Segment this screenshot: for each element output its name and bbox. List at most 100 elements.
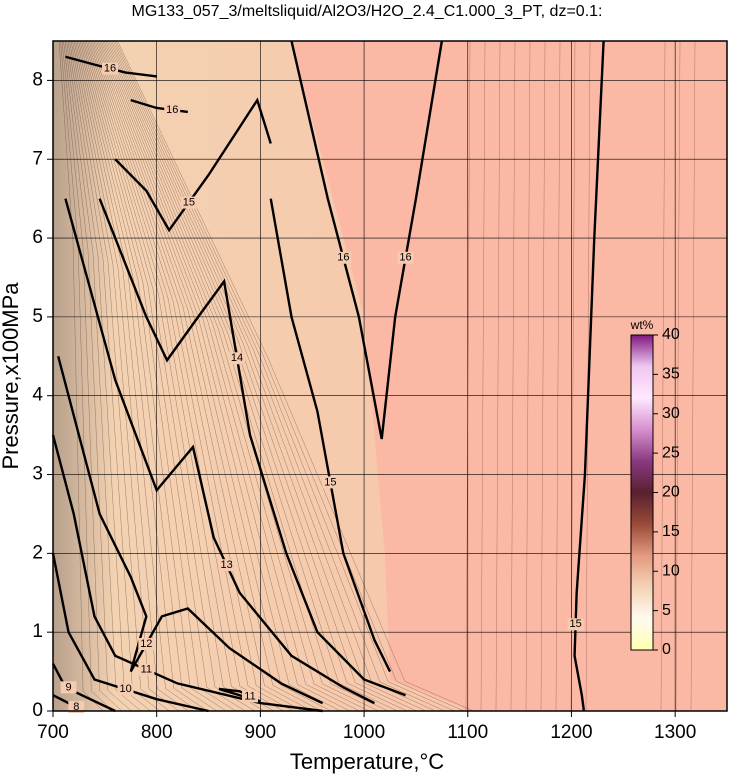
thin-contour (75, 40, 208, 712)
thin-contour (525, 40, 531, 712)
thin-contour (480, 40, 486, 712)
contour-line (64, 198, 375, 705)
thin-contour (81, 40, 246, 712)
contour-label-bg (138, 638, 155, 650)
contour-label: 11 (141, 664, 152, 676)
colorbar-tick-label: 30 (662, 405, 680, 422)
contour-line (51, 553, 209, 713)
y-tick-label: 5 (32, 306, 43, 327)
y-tick-label: 1 (32, 621, 43, 642)
contour-label-bg (102, 62, 119, 75)
thin-contour (690, 40, 696, 712)
thin-contour (555, 40, 561, 712)
thin-contour (72, 40, 189, 712)
contour-label: 8 (73, 701, 79, 713)
thin-contour (100, 40, 370, 712)
thin-contour (93, 40, 322, 712)
contour-label-bg (68, 701, 85, 714)
colorbar-tick-label: 15 (662, 523, 680, 540)
thin-contour (61, 40, 123, 712)
x-tick-label: 700 (37, 722, 69, 743)
thin-contour (91, 40, 313, 712)
contour-label-bg (138, 663, 155, 676)
thin-contour (660, 40, 666, 712)
thin-contour (495, 40, 501, 712)
y-tick-label: 4 (32, 385, 43, 406)
x-tick-label: 800 (141, 722, 173, 743)
thin-contour (90, 40, 303, 712)
colorbar-tick-label: 0 (662, 641, 671, 658)
y-tick-label: 2 (32, 542, 43, 563)
contour-label-bg (242, 690, 259, 703)
thin-contour (111, 40, 436, 712)
contour-line (51, 434, 323, 713)
colorbar-tick-label: 25 (662, 444, 680, 461)
thin-contour (63, 40, 132, 712)
contour-label: 15 (183, 196, 195, 208)
y-tick-label: 7 (32, 148, 43, 169)
contour-label-bg (229, 352, 246, 365)
y-tick-label: 8 (32, 69, 43, 90)
colorbar-label: wt% (630, 318, 654, 332)
thin-contour (94, 40, 332, 712)
x-tick-label: 900 (245, 722, 277, 743)
thin-contour (540, 40, 546, 712)
y-tick-label: 0 (32, 700, 43, 721)
thin-contour (114, 40, 455, 712)
thin-contour (64, 40, 142, 712)
thin-contour (675, 40, 681, 712)
contour-label: 16 (104, 62, 116, 74)
contour-label: 9 (65, 681, 71, 693)
chart-title: MG133_057_3/meltsliquid/Al2O3/H2O_2.4_C1… (132, 3, 603, 20)
thin-contour (106, 40, 408, 712)
colorbar-tick-label: 40 (662, 326, 680, 343)
contour-label: 16 (166, 104, 178, 116)
contour-label: 12 (140, 638, 152, 650)
contour-label: 11 (244, 690, 255, 702)
contour-line (573, 40, 605, 712)
thin-contour (73, 40, 199, 712)
contour-label-bg (117, 683, 134, 696)
thin-contour (69, 40, 170, 712)
plot-frame (52, 40, 728, 712)
contour-label: 10 (119, 683, 131, 695)
y-tick-label: 3 (32, 464, 43, 485)
y-tick-label: 6 (32, 227, 43, 248)
thin-contour (99, 40, 360, 712)
contour-label: 14 (231, 352, 243, 364)
contour-label-bg (218, 559, 235, 572)
thin-contour (109, 40, 427, 712)
contour-label: 15 (324, 476, 336, 488)
thin-contour (82, 40, 256, 712)
contour-label-bg (164, 103, 181, 116)
contour-label: 16 (399, 252, 411, 264)
colorbar-tick-label: 20 (662, 484, 680, 501)
contour-label-bg (397, 251, 414, 264)
thin-contour (105, 40, 398, 712)
contour-label: 16 (337, 252, 349, 264)
thin-contour (66, 40, 151, 712)
thin-contour (96, 40, 341, 712)
colorbar (630, 334, 654, 651)
x-tick-label: 1300 (654, 722, 696, 743)
contour-label: 13 (221, 559, 233, 571)
x-tick-label: 1000 (343, 722, 385, 743)
contour-label-bg (60, 681, 77, 694)
thin-contour (108, 40, 417, 712)
contour-label: 15 (569, 618, 581, 630)
thin-contour (88, 40, 294, 712)
x-tick-label: 1100 (447, 722, 488, 743)
thin-contour (102, 40, 379, 712)
thin-contour (510, 40, 516, 712)
thin-contour (112, 40, 446, 712)
contour-label-bg (567, 618, 584, 631)
contour-line (218, 687, 261, 703)
contour-label-bg (180, 196, 197, 209)
thin-contour (60, 40, 113, 712)
contour-label-bg (322, 476, 339, 489)
x-tick-label: 1200 (550, 722, 592, 743)
thin-contour (103, 40, 389, 712)
thin-contour (78, 40, 227, 712)
contour-label-bg (335, 251, 352, 264)
